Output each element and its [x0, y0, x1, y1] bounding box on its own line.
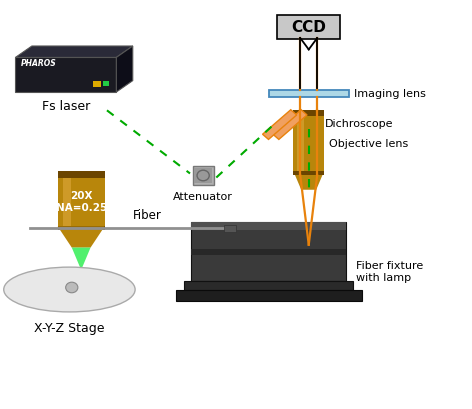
- Text: CCD: CCD: [291, 20, 326, 35]
- Polygon shape: [117, 47, 133, 93]
- Text: Objective lens: Objective lens: [329, 139, 408, 148]
- Polygon shape: [294, 172, 324, 175]
- Polygon shape: [16, 47, 133, 58]
- Text: 20X
NA=0.25: 20X NA=0.25: [56, 191, 107, 212]
- FancyBboxPatch shape: [185, 282, 354, 291]
- FancyBboxPatch shape: [58, 172, 105, 231]
- FancyBboxPatch shape: [194, 168, 212, 184]
- FancyBboxPatch shape: [192, 223, 346, 282]
- Circle shape: [66, 283, 78, 293]
- FancyBboxPatch shape: [193, 167, 214, 185]
- Text: PHAROS: PHAROS: [21, 58, 57, 67]
- Bar: [224, 226, 236, 232]
- FancyBboxPatch shape: [294, 111, 324, 117]
- Polygon shape: [294, 172, 324, 190]
- FancyBboxPatch shape: [269, 90, 349, 98]
- Bar: [103, 82, 109, 87]
- FancyBboxPatch shape: [192, 249, 346, 256]
- Polygon shape: [58, 227, 105, 248]
- Text: Fiber: Fiber: [133, 209, 161, 222]
- Polygon shape: [262, 110, 297, 140]
- Text: Dichroscope: Dichroscope: [325, 118, 394, 128]
- Polygon shape: [72, 248, 91, 270]
- FancyBboxPatch shape: [297, 111, 304, 176]
- FancyBboxPatch shape: [277, 16, 340, 40]
- Bar: [93, 81, 101, 88]
- FancyBboxPatch shape: [58, 227, 105, 231]
- FancyBboxPatch shape: [16, 58, 117, 93]
- Polygon shape: [273, 110, 307, 140]
- FancyBboxPatch shape: [63, 172, 71, 231]
- Text: X-Y-Z Stage: X-Y-Z Stage: [34, 321, 105, 334]
- FancyBboxPatch shape: [176, 291, 362, 301]
- Text: Attenuator: Attenuator: [173, 191, 233, 201]
- FancyBboxPatch shape: [192, 223, 346, 230]
- Ellipse shape: [4, 267, 135, 312]
- FancyBboxPatch shape: [294, 172, 324, 176]
- Text: Imaging lens: Imaging lens: [354, 89, 426, 99]
- Text: Fs laser: Fs laser: [42, 100, 90, 113]
- Text: Fiber fixture
with lamp: Fiber fixture with lamp: [355, 261, 423, 282]
- FancyBboxPatch shape: [58, 172, 105, 178]
- FancyBboxPatch shape: [294, 111, 324, 176]
